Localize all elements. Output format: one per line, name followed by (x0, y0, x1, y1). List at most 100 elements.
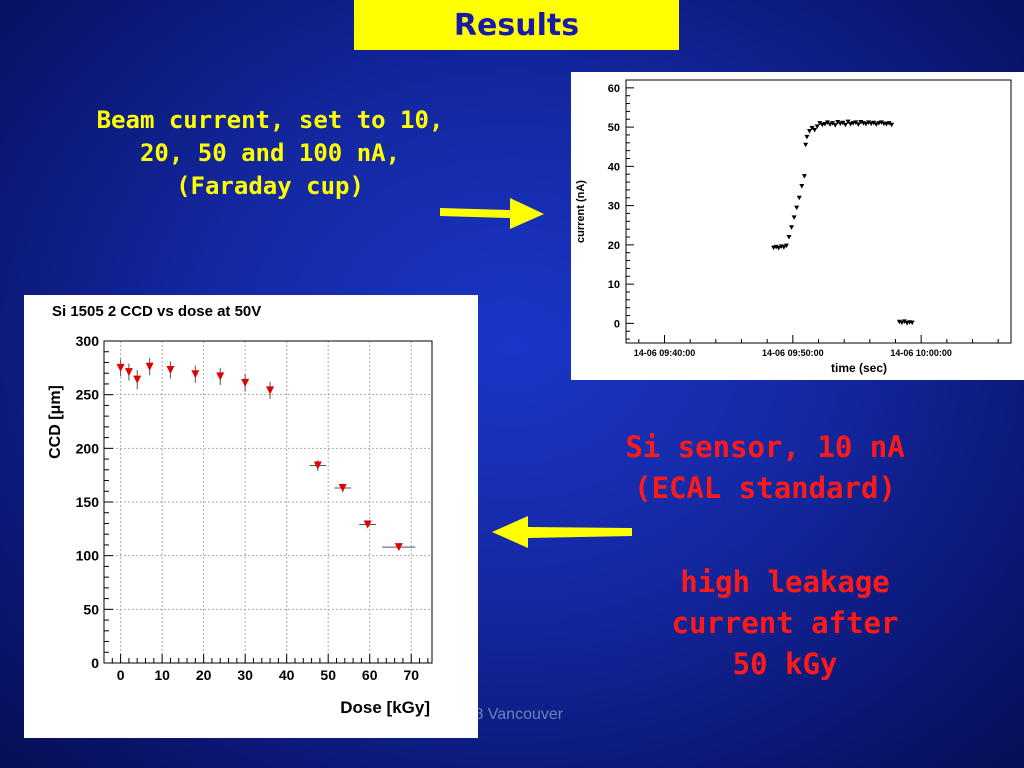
data-point (166, 365, 175, 374)
leakage-text-line: current after (671, 606, 899, 640)
data-point (394, 543, 403, 552)
ccd-chart: Si 1505 2 CCD vs dose at 50V050100150200… (47, 303, 433, 717)
data-point (863, 121, 869, 127)
beam-text-line: (Faraday cup) (176, 172, 364, 200)
data-point (817, 121, 823, 126)
data-point (781, 245, 787, 250)
data-point (814, 124, 820, 129)
data-point (889, 122, 895, 128)
y-tick-label: 50 (83, 601, 99, 617)
y-tick-label: 0 (91, 655, 99, 671)
x-tick-label: 0 (117, 667, 125, 683)
data-point (241, 378, 250, 387)
data-point (832, 123, 838, 128)
data-point (835, 120, 841, 125)
data-point (830, 121, 836, 126)
data-point (899, 320, 905, 326)
arrow-left-icon (492, 516, 632, 548)
ccd-chart-panel: Si 1505 2 CCD vs dose at 50V 0 50 100 150 200… (24, 295, 478, 738)
data-point (266, 386, 275, 395)
sensor-text-line: (ECAL standard) (634, 471, 896, 505)
data-point (363, 520, 372, 529)
leakage-text-line: high leakage (680, 565, 890, 599)
data-point (840, 120, 846, 126)
data-point (827, 122, 833, 127)
x-tick-label: 60 (362, 667, 378, 683)
beam-current-text: Beam current, set to 10, 20, 50 and 100 … (60, 104, 480, 203)
y-tick-label: 50 (608, 122, 620, 134)
data-point (124, 368, 133, 377)
data-point (866, 120, 872, 125)
data-point (313, 461, 322, 470)
data-point (855, 122, 861, 127)
y-axis-label: CCD [μm] (47, 385, 64, 459)
data-point (871, 120, 877, 126)
y-tick-label: 150 (76, 494, 100, 510)
data-point (794, 205, 800, 211)
y-tick-label: 10 (608, 279, 620, 291)
data-point (804, 134, 810, 140)
data-point (853, 120, 859, 125)
data-point (799, 183, 805, 189)
y-tick-label: 60 (608, 83, 620, 95)
x-tick-label: 70 (403, 667, 419, 683)
slide-title: Results (453, 7, 580, 43)
x-axis-label: Dose [kGy] (340, 698, 430, 717)
chart-title: Si 1505 2 CCD vs dose at 50V (52, 303, 261, 320)
slide-title-box: Results (354, 0, 679, 50)
data-point (776, 246, 782, 251)
x-tick-label: 50 (320, 667, 336, 683)
x-axis-label: time (sec) (831, 361, 887, 375)
y-tick-label: 300 (76, 333, 100, 349)
y-axis-label: current (nA) (575, 180, 587, 243)
data-point (845, 119, 851, 125)
data-point (909, 320, 915, 326)
data-point (873, 122, 879, 127)
data-point (803, 142, 809, 148)
data-point (791, 215, 797, 220)
beam-text-line: 20, 50 and 100 nA, (139, 139, 401, 167)
data-point (809, 125, 815, 131)
data-point (886, 121, 892, 126)
footer-text: /8 Vancouver (470, 706, 564, 723)
x-tick-label: 14-06 10:00:00 (890, 348, 952, 358)
data-point (822, 121, 828, 127)
current-chart-panel: 0 10 20 30 40 50 60 14-06 09:40:00 14-06 09:50:0… (571, 72, 1024, 380)
data-point (789, 225, 795, 230)
plot-frame (625, 79, 1012, 344)
data-point (338, 484, 347, 493)
arrow-right-icon (440, 198, 544, 229)
x-tick-label: 40 (279, 667, 295, 683)
data-point (773, 244, 779, 250)
data-point (842, 122, 848, 128)
data-point (796, 195, 802, 201)
data-point (812, 127, 818, 133)
sensor-text: Si sensor, 10 nA (ECAL standard) (610, 427, 920, 509)
beam-text-line: Beam current, set to 10, (96, 106, 444, 134)
leakage-text-line: 50 kGy (732, 647, 838, 681)
y-tick-label: 250 (76, 387, 100, 403)
data-point (133, 375, 142, 384)
y-tick-label: 30 (608, 201, 620, 213)
data-point (783, 243, 789, 249)
data-point (116, 363, 125, 372)
y-tick-label: 20 (608, 240, 620, 252)
x-tick-label: 14-06 09:50:00 (762, 348, 824, 358)
data-point (824, 120, 830, 125)
data-point (807, 129, 813, 134)
sensor-text-line: Si sensor, 10 nA (625, 430, 905, 464)
x-tick-label: 30 (237, 667, 253, 683)
data-point (901, 319, 907, 324)
x-tick-label: 10 (154, 667, 170, 683)
data-point (878, 120, 884, 125)
data-point (801, 174, 807, 179)
data-point (786, 235, 792, 240)
y-tick-label: 100 (76, 548, 100, 564)
y-tick-label: 40 (608, 161, 620, 173)
y-tick-label: 200 (76, 440, 100, 456)
current-chart: 0 10 20 30 40 50 60 14-06 09:40:00 14-06 09:50:0… (575, 79, 1012, 375)
data-point (191, 370, 200, 379)
x-tick-label: 20 (196, 667, 212, 683)
leakage-text: high leakage current after 50 kGy (640, 562, 930, 685)
x-tick-label: 14-06 09:40:00 (634, 348, 696, 358)
